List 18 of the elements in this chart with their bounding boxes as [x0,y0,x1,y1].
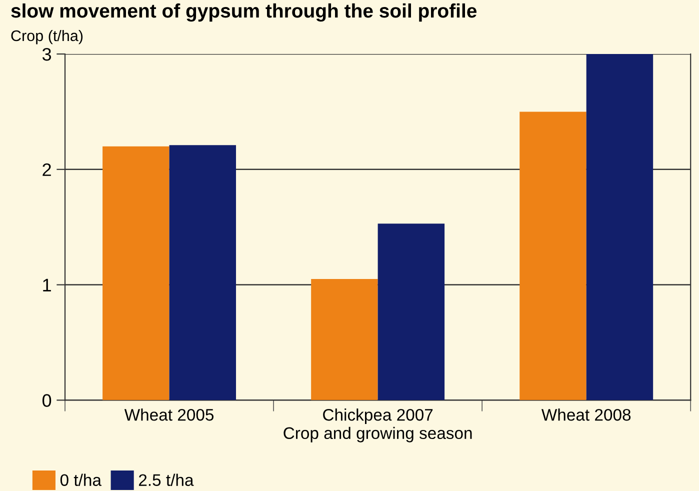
x-tick-label: Wheat 2008 [541,408,631,421]
x-tick-label: Chickpea 2007 [323,408,433,424]
bar [102,146,170,400]
bar [169,145,236,400]
legend-label: 2.5 t/ha [138,474,194,486]
x-tick-label: Wheat 2005 [124,408,214,421]
bar [520,112,586,400]
y-tick-label: 0 [42,394,52,407]
y-tick-label: 2 [42,163,51,176]
bar [586,54,654,400]
bar [378,224,445,400]
bar [311,279,378,400]
y-axis-title: Crop (t/ha) [11,30,83,44]
chart-title: slow movement of gypsum through the soil profile [11,3,477,22]
x-axis-title: Crop and growing season [284,426,472,442]
y-tick-label: 3 [42,48,52,61]
legend-label: 0 t/ha [60,474,102,486]
y-tick-label: 1 [43,278,51,292]
